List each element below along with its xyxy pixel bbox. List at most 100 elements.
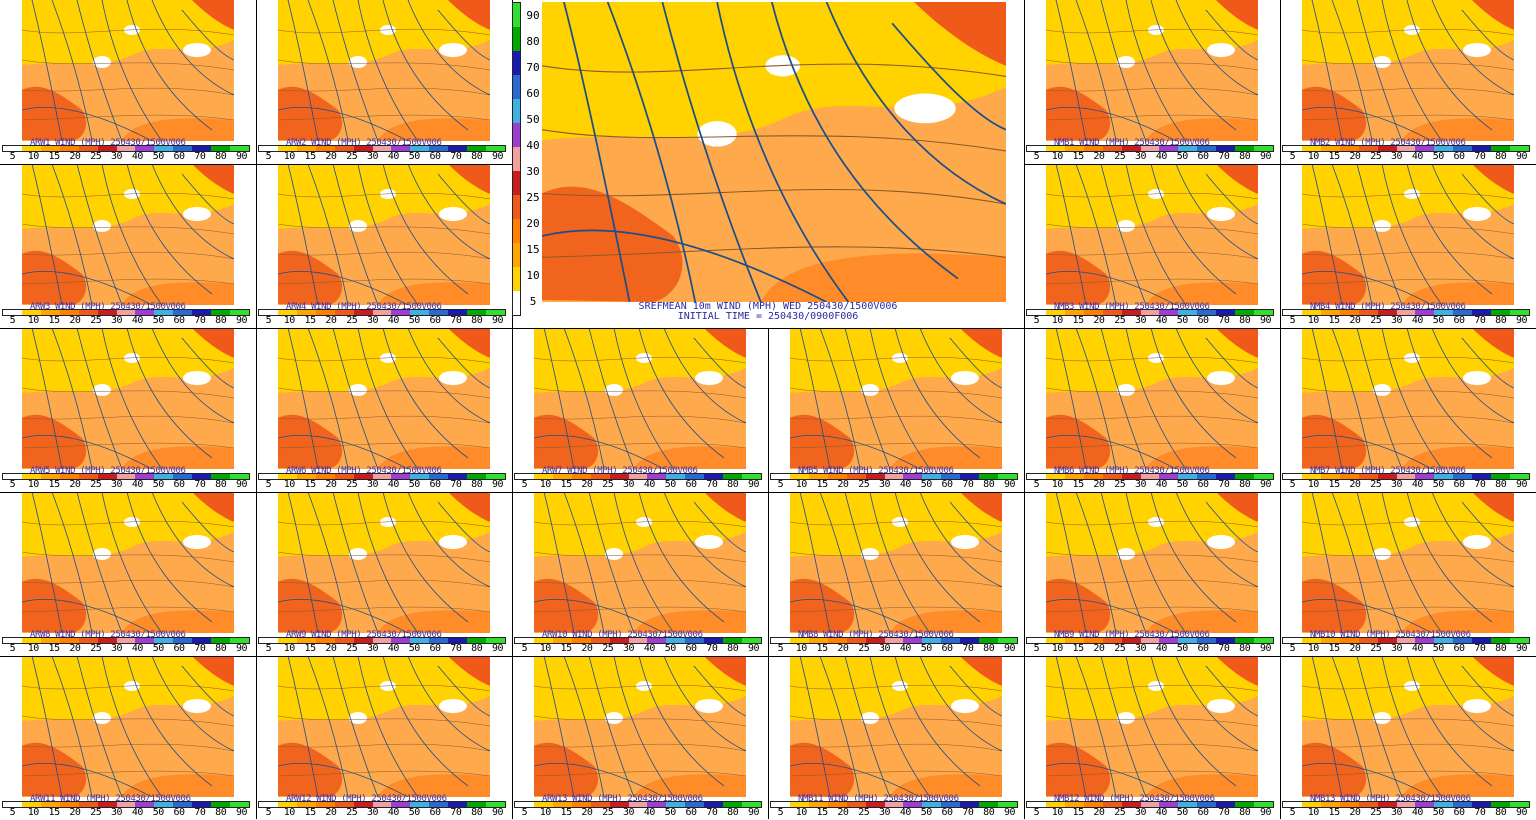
colorbar-swatch <box>78 802 98 807</box>
colorbar-tick-label: 20 <box>1093 643 1105 654</box>
colorbar-ticks: 5 10 15 20 25 30 40 50 60 70 80 90 <box>514 807 764 818</box>
colorbar-swatch <box>1491 146 1511 151</box>
colorbar-swatch <box>515 638 534 643</box>
colorbar-tick-label: 90 <box>748 643 760 654</box>
colorbar-ticks: 5 10 15 20 25 30 40 50 60 70 80 90 <box>2 643 252 654</box>
colorbar-swatch <box>998 474 1017 479</box>
colorbar-ticks: 5 10 15 20 25 30 40 50 60 70 80 90 <box>2 807 252 818</box>
colorbar-swatch <box>1102 310 1122 315</box>
colorbar-swatch <box>59 146 79 151</box>
colorbar-swatch <box>1140 146 1160 151</box>
mean-panel-subtitle: INITIAL TIME = 250430/0900F006 <box>677 311 859 322</box>
colorbar-swatch <box>315 310 335 315</box>
colorbar-tick-label: 70 <box>1474 151 1486 162</box>
member-wind-map <box>22 492 234 633</box>
colorbar <box>2 145 250 152</box>
colorbar-tick-label: 40 <box>387 315 400 326</box>
colorbar-tick-label: 10 <box>1307 807 1320 818</box>
colorbar-tick-label: 80 <box>526 34 540 48</box>
colorbar-swatch <box>1197 474 1217 479</box>
colorbar-swatch <box>486 310 505 315</box>
colorbar-swatch <box>3 802 22 807</box>
member-wind-map <box>22 164 234 305</box>
colorbar-swatch <box>827 474 847 479</box>
colorbar-tick-label: 15 <box>1328 643 1341 654</box>
colorbar-tick-label: 10 <box>1307 315 1320 326</box>
colorbar-tick-label: 5 <box>1033 315 1040 326</box>
colorbar-swatch <box>704 474 724 479</box>
colorbar-swatch <box>1301 802 1321 807</box>
colorbar-swatch <box>192 638 212 643</box>
colorbar-tick-label: 90 <box>1516 315 1528 326</box>
colorbar-swatch <box>410 310 430 315</box>
colorbar-tick-label: 25 <box>858 807 870 818</box>
colorbar-swatch <box>1453 802 1473 807</box>
colorbar-tick-label: 30 <box>879 643 891 654</box>
colorbar-swatch <box>296 146 316 151</box>
colorbar-tick-label: 25 <box>1370 807 1382 818</box>
colorbar-tick-label: 25 <box>1114 151 1126 162</box>
colorbar-swatch <box>865 802 885 807</box>
colorbar-ticks: 5 10 15 20 25 30 40 50 60 70 80 90 <box>1026 643 1276 654</box>
panel-divider <box>256 0 257 819</box>
colorbar-swatch <box>429 638 449 643</box>
colorbar-tick-label: 60 <box>941 643 954 654</box>
colorbar-tick-label: 80 <box>471 643 483 654</box>
colorbar-tick-label: 40 <box>643 643 656 654</box>
colorbar-tick-label: 25 <box>1370 315 1382 326</box>
colorbar-tick-label: 20 <box>1093 151 1105 162</box>
colorbar-swatch <box>410 146 430 151</box>
colorbar-swatch <box>211 310 231 315</box>
colorbar-tick-label: 30 <box>1135 151 1147 162</box>
colorbar-swatch <box>1064 802 1084 807</box>
colorbar-tick-label: 5 <box>9 315 16 326</box>
colorbar-swatch <box>1159 310 1179 315</box>
colorbar-swatch <box>259 310 278 315</box>
colorbar-swatch <box>1434 146 1454 151</box>
colorbar-tick-label: 25 <box>90 807 102 818</box>
colorbar-tick-label: 5 <box>265 479 272 490</box>
colorbar-swatch <box>1064 638 1084 643</box>
colorbar-swatch <box>1339 638 1359 643</box>
colorbar-tick-label: 20 <box>837 479 849 490</box>
colorbar-swatch <box>59 474 79 479</box>
colorbar-swatch <box>429 146 449 151</box>
colorbar-swatch <box>334 802 354 807</box>
colorbar-swatch <box>448 802 468 807</box>
colorbar-tick-label: 10 <box>283 643 296 654</box>
colorbar-swatch <box>865 638 885 643</box>
colorbar-tick-label: 25 <box>346 151 358 162</box>
colorbar-swatch <box>1197 146 1217 151</box>
colorbar-swatch <box>97 638 117 643</box>
colorbar-tick-label: 40 <box>1155 315 1168 326</box>
colorbar-swatch <box>372 474 392 479</box>
colorbar-swatch <box>1491 802 1511 807</box>
colorbar-tick-label: 15 <box>816 479 829 490</box>
colorbar-tick-label: 50 <box>152 807 165 818</box>
colorbar-tick-label: 20 <box>325 479 337 490</box>
colorbar-swatch <box>97 802 117 807</box>
colorbar-tick-label: 70 <box>450 151 462 162</box>
member-wind-map <box>278 492 490 633</box>
colorbar-swatch <box>533 638 553 643</box>
colorbar-swatch <box>1121 474 1141 479</box>
colorbar-swatch <box>1339 474 1359 479</box>
colorbar-swatch <box>1235 802 1255 807</box>
member-panel-title: NMB12 WIND (MPH) 250430/1500V006 <box>1054 794 1215 804</box>
colorbar-tick-label: 60 <box>685 479 698 490</box>
member-panel-title: ARW1 WIND (MPH) 250430/1500V006 <box>30 138 186 148</box>
colorbar-swatch <box>723 638 743 643</box>
colorbar-tick-label: 20 <box>69 151 81 162</box>
colorbar-tick-label: 10 <box>1051 807 1064 818</box>
colorbar-tick-label: 70 <box>194 151 206 162</box>
member-panel: NMB8 WIND (MPH) 250430/1500V006 5 10 15 20 25… <box>768 492 1024 656</box>
colorbar-swatch <box>1235 474 1255 479</box>
colorbar-tick-label: 60 <box>1197 479 1210 490</box>
colorbar-swatch <box>1301 638 1321 643</box>
colorbar-tick-label: 90 <box>1004 479 1016 490</box>
colorbar-swatch <box>884 474 904 479</box>
colorbar-tick-label: 20 <box>526 216 540 230</box>
colorbar-swatch <box>59 802 79 807</box>
colorbar-tick-label: 50 <box>152 643 165 654</box>
colorbar-tick-label: 40 <box>643 807 656 818</box>
